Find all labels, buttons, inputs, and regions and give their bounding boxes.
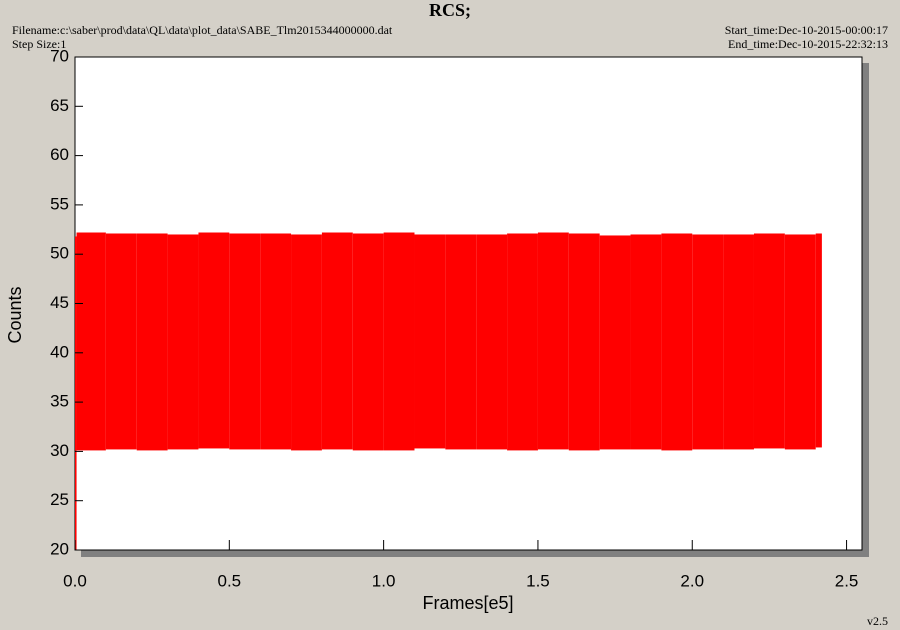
y-axis-label: Counts <box>5 286 25 343</box>
band-segment <box>167 234 199 450</box>
band-segment <box>321 232 353 450</box>
x-tick-label: 2.0 <box>680 571 704 590</box>
band-segment <box>784 234 816 450</box>
band-segment <box>105 233 137 450</box>
band-segment <box>753 233 785 449</box>
band-segment <box>75 236 77 550</box>
x-tick-label: 1.0 <box>372 571 396 590</box>
version: v2.5 <box>867 614 888 628</box>
x-axis-label: Frames[e5] <box>422 593 513 613</box>
band-segment <box>723 234 754 450</box>
chart-title: RCS; <box>429 0 471 20</box>
y-tick-label: 45 <box>50 293 69 312</box>
y-tick-label: 35 <box>50 392 69 411</box>
band-segment <box>76 232 106 451</box>
start-time: Start_time:Dec-10-2015-00:00:17 <box>725 23 888 37</box>
band-segment <box>198 232 230 449</box>
y-tick-label: 50 <box>50 244 69 263</box>
band-segment <box>537 232 569 450</box>
band-segment <box>229 233 261 450</box>
y-tick-label: 55 <box>50 194 69 213</box>
band-segment <box>630 234 662 450</box>
x-tick-label: 1.5 <box>526 571 550 590</box>
y-tick-label: 65 <box>50 96 69 115</box>
x-tick-label: 0.5 <box>217 571 241 590</box>
x-tick-label: 2.5 <box>835 571 859 590</box>
y-tick-label: 20 <box>50 539 69 558</box>
band-segment <box>815 233 822 448</box>
band-segment <box>692 234 724 450</box>
step-size: Step Size:1 <box>12 37 66 51</box>
y-tick-label: 30 <box>50 441 69 460</box>
band-segment <box>260 233 292 450</box>
end-time: End_time:Dec-10-2015-22:32:13 <box>728 37 888 51</box>
band-segment <box>414 234 446 449</box>
band-segment <box>136 233 168 451</box>
filename: Filename:c:\saber\prod\data\QL\data\plot… <box>12 23 393 37</box>
band-segment <box>599 235 631 450</box>
band-segment <box>507 233 538 451</box>
band-segment <box>661 233 693 451</box>
y-tick-label: 40 <box>50 342 69 361</box>
x-tick-label: 0.0 <box>63 571 87 590</box>
y-tick-label: 60 <box>50 145 69 164</box>
band-segment <box>383 232 415 451</box>
band-segment <box>352 233 384 451</box>
band-segment <box>445 234 477 450</box>
y-tick-label: 70 <box>50 46 69 65</box>
band-segment <box>291 234 322 451</box>
y-tick-label: 25 <box>50 490 69 509</box>
band-segment <box>476 234 508 450</box>
band-segment <box>568 233 600 451</box>
